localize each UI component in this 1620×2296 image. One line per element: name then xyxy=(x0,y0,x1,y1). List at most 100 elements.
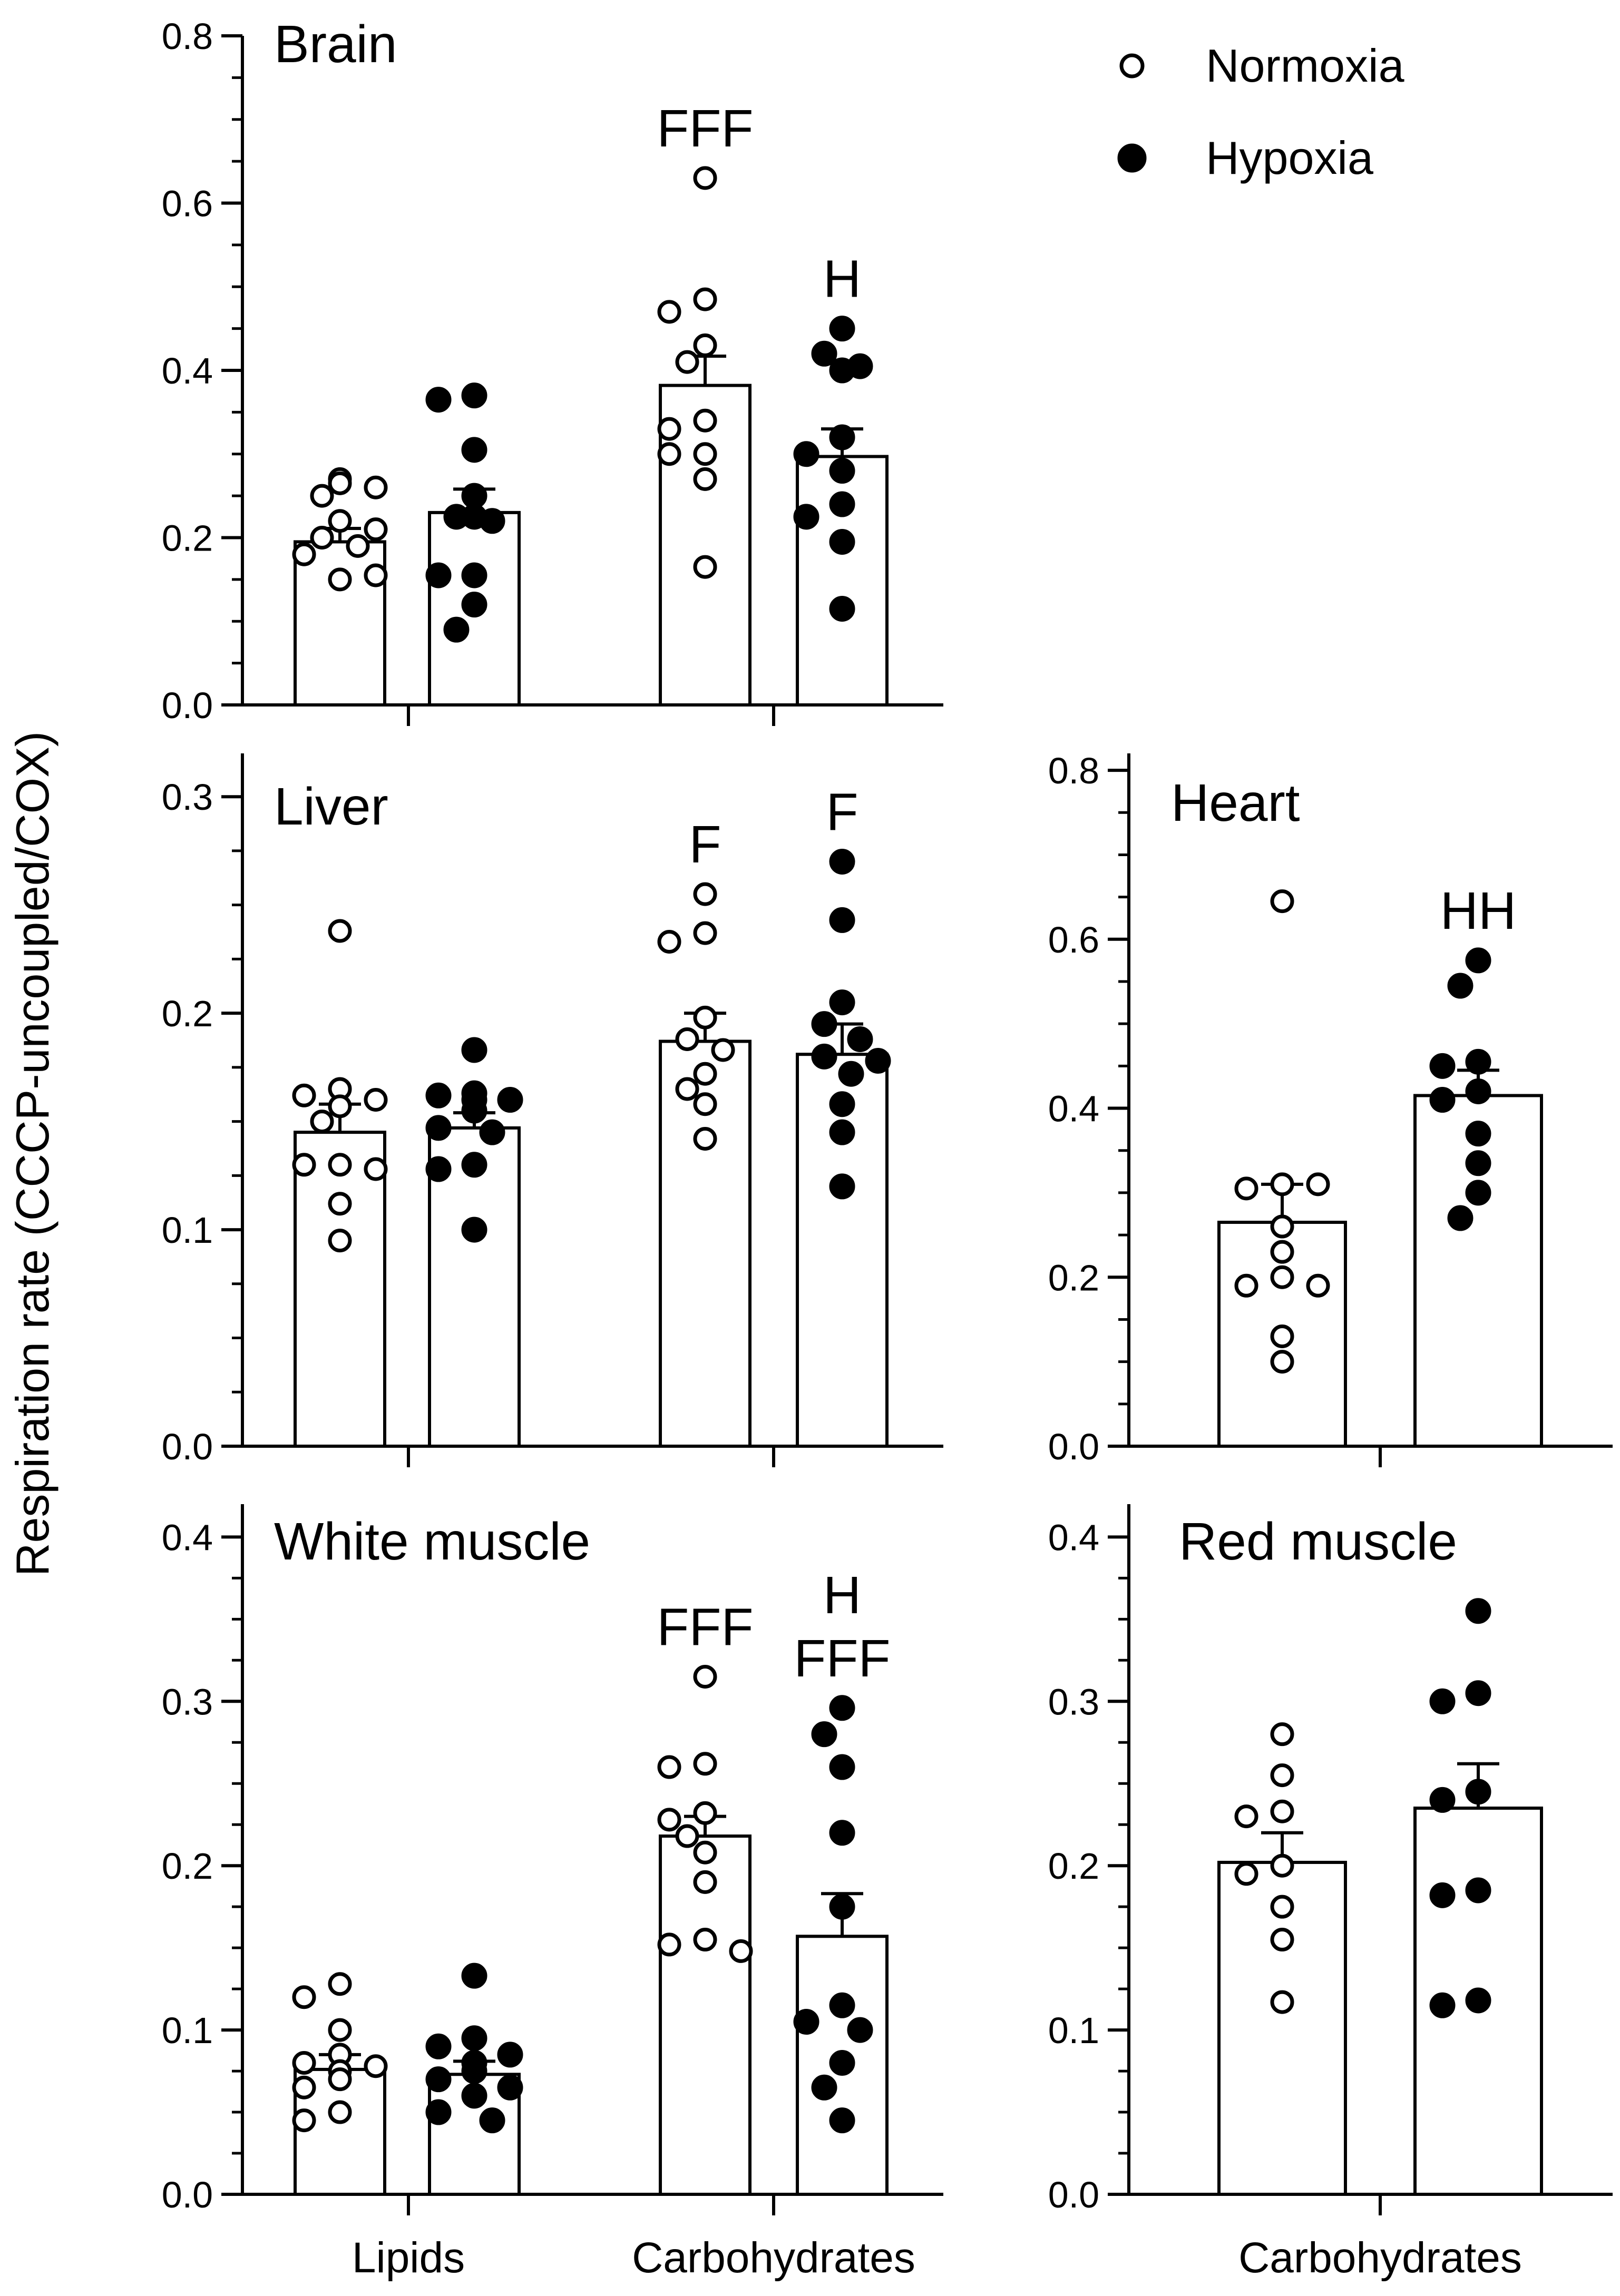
panel-title: Liver xyxy=(274,777,388,836)
data-point-hypoxia xyxy=(425,1115,452,1141)
data-point-normoxia xyxy=(693,555,717,579)
data-point-hypoxia xyxy=(1465,1121,1491,1147)
data-point-normoxia xyxy=(1270,1240,1294,1264)
data-point-normoxia xyxy=(657,930,681,954)
data-point-normoxia xyxy=(1270,1799,1294,1823)
brain-panel: 0.0 0.2 0.4 0.6 0.8 Brain FFF H xyxy=(162,15,943,726)
data-point-normoxia xyxy=(693,333,717,357)
data-point-normoxia xyxy=(364,563,388,587)
data-point-hypoxia xyxy=(838,1061,864,1087)
data-point-hypoxia xyxy=(811,1043,837,1069)
y-tick-label: 0.1 xyxy=(1048,2010,1099,2051)
data-point-normoxia xyxy=(328,1192,352,1216)
data-point-hypoxia xyxy=(829,491,855,517)
panel-title: Heart xyxy=(1171,773,1300,832)
x-category-label: Lipids xyxy=(352,2234,465,2282)
data-point-normoxia xyxy=(675,350,699,374)
data-point-normoxia xyxy=(1270,1265,1294,1289)
data-point-normoxia xyxy=(693,1801,717,1825)
data-point-hypoxia xyxy=(1465,1877,1491,1903)
y-tick-label: 0.2 xyxy=(162,518,213,559)
data-point-hypoxia xyxy=(461,1963,487,1989)
significance-label: FFF xyxy=(657,1598,753,1657)
y-tick-label: 0.0 xyxy=(162,685,213,726)
data-point-hypoxia xyxy=(1429,1787,1456,1813)
data-point-hypoxia xyxy=(425,2099,452,2125)
data-point-normoxia xyxy=(693,1928,717,1952)
bar-normoxia-lipids xyxy=(294,1131,386,1448)
y-tick-label: 0.3 xyxy=(162,1681,213,1722)
data-point-hypoxia xyxy=(829,907,855,933)
y-tick-label: 0.2 xyxy=(162,1846,213,1887)
data-point-normoxia xyxy=(1234,1176,1258,1201)
data-point-hypoxia xyxy=(793,2009,819,2035)
data-point-normoxia xyxy=(310,484,334,508)
data-point-normoxia xyxy=(693,1092,717,1116)
data-point-hypoxia xyxy=(1465,1680,1491,1706)
y-tick-label: 0.0 xyxy=(162,2174,213,2215)
y-tick-label: 0.4 xyxy=(1048,1088,1099,1130)
data-point-normoxia xyxy=(310,1110,334,1134)
data-point-normoxia xyxy=(1234,1804,1258,1829)
significance-label: FFF xyxy=(657,99,753,158)
data-point-normoxia xyxy=(1270,1172,1294,1196)
data-point-normoxia xyxy=(729,1939,753,1963)
panel-title: Red muscle xyxy=(1179,1512,1457,1571)
data-point-normoxia xyxy=(328,567,352,592)
data-point-normoxia xyxy=(1270,1763,1294,1788)
data-point-hypoxia xyxy=(425,562,452,588)
data-point-hypoxia xyxy=(425,1082,452,1108)
data-point-hypoxia xyxy=(461,2025,487,2052)
data-point-hypoxia xyxy=(829,1992,855,2018)
data-point-hypoxia xyxy=(461,592,487,617)
data-point-normoxia xyxy=(711,1038,735,1062)
y-tick-label: 0.0 xyxy=(1048,2174,1099,2215)
data-point-hypoxia xyxy=(1465,1779,1491,1805)
data-point-hypoxia xyxy=(425,387,452,413)
data-point-normoxia xyxy=(675,1077,699,1101)
data-point-normoxia xyxy=(364,475,388,499)
data-point-normoxia xyxy=(1270,1928,1294,1952)
data-point-hypoxia xyxy=(1429,1053,1456,1079)
data-point-hypoxia xyxy=(811,1721,837,1748)
data-point-hypoxia xyxy=(461,562,487,588)
data-point-hypoxia xyxy=(829,2107,855,2134)
data-point-normoxia xyxy=(657,442,681,466)
data-point-hypoxia xyxy=(829,595,855,622)
data-point-hypoxia xyxy=(461,437,487,463)
data-point-hypoxia xyxy=(461,1152,487,1178)
data-point-hypoxia xyxy=(461,1097,487,1124)
data-point-hypoxia xyxy=(1429,1992,1456,2018)
data-point-hypoxia xyxy=(829,1820,855,1846)
data-point-hypoxia xyxy=(793,504,819,530)
data-point-normoxia xyxy=(693,1752,717,1776)
data-point-hypoxia xyxy=(829,424,855,450)
data-point-normoxia xyxy=(693,1840,717,1865)
data-point-normoxia xyxy=(328,2067,352,2092)
y-tick-label: 0.4 xyxy=(1048,1517,1099,1558)
data-point-hypoxia xyxy=(847,1026,873,1052)
data-point-normoxia xyxy=(657,1808,681,1832)
data-point-normoxia xyxy=(693,1005,717,1029)
data-point-normoxia xyxy=(292,2050,316,2075)
data-point-normoxia xyxy=(657,1755,681,1779)
data-point-hypoxia xyxy=(1447,1205,1473,1231)
data-point-normoxia xyxy=(292,2075,316,2099)
data-point-normoxia xyxy=(328,1229,352,1253)
significance-label: H xyxy=(823,1566,861,1625)
data-point-normoxia xyxy=(1270,1350,1294,1374)
data-point-hypoxia xyxy=(829,989,855,1016)
data-point-hypoxia xyxy=(847,2017,873,2043)
y-tick-label: 0.0 xyxy=(1048,1426,1099,1467)
data-point-normoxia xyxy=(675,1824,699,1848)
data-point-normoxia xyxy=(1270,1214,1294,1239)
data-point-normoxia xyxy=(693,882,717,906)
data-point-hypoxia xyxy=(811,1011,837,1037)
x-category-label: Carbohydrates xyxy=(632,2234,915,2282)
data-point-hypoxia xyxy=(829,1119,855,1145)
data-point-normoxia xyxy=(693,1126,717,1151)
data-point-normoxia xyxy=(693,442,717,466)
bar-normoxia-carbohydrates xyxy=(659,1834,752,2196)
data-point-hypoxia xyxy=(461,2058,487,2084)
